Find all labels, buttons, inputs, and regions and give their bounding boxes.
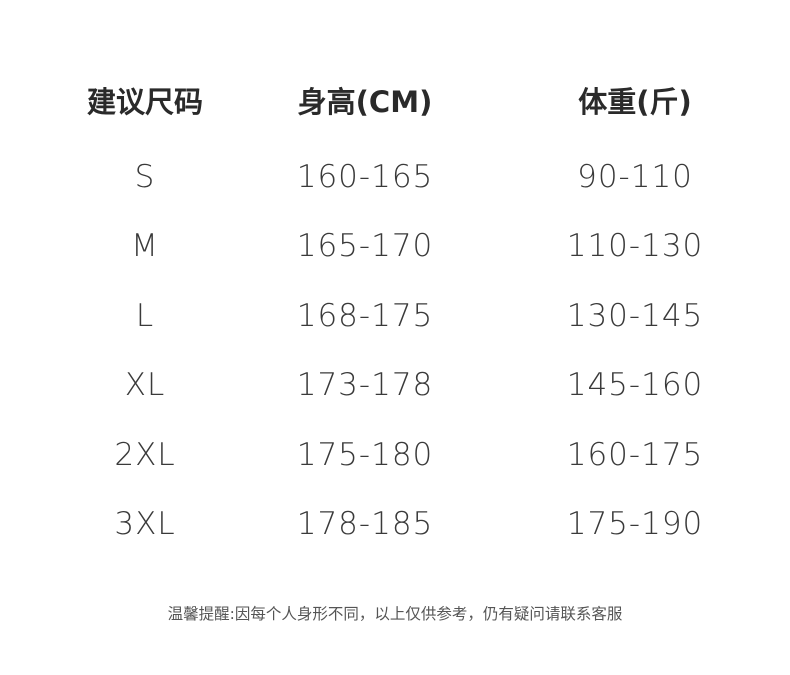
cell-height: 175-180 bbox=[296, 437, 434, 473]
table-row: XL 173-178 145-160 bbox=[0, 360, 790, 410]
cell-size: 2XL bbox=[114, 437, 176, 473]
header-height: 身高(CM) bbox=[297, 85, 433, 119]
cell-size: M bbox=[131, 228, 159, 264]
table-row: 3XL 178-185 175-190 bbox=[0, 499, 790, 549]
cell-weight: 160-175 bbox=[566, 437, 704, 473]
cell-height: 160-165 bbox=[296, 159, 434, 195]
cell-height: 173-178 bbox=[296, 367, 434, 403]
cell-height: 168-175 bbox=[296, 298, 434, 334]
table-row: L 168-175 130-145 bbox=[0, 291, 790, 341]
cell-weight: 175-190 bbox=[566, 506, 704, 542]
cell-size: L bbox=[135, 298, 155, 334]
cell-weight: 130-145 bbox=[566, 298, 704, 334]
footer-note: 温馨提醒:因每个人身形不同，以上仅供参考，仍有疑问请联系客服 bbox=[167, 605, 623, 623]
cell-size: S bbox=[134, 159, 156, 195]
header-weight: 体重(斤) bbox=[578, 85, 692, 119]
cell-height: 178-185 bbox=[296, 506, 434, 542]
header-size: 建议尺码 bbox=[86, 85, 203, 119]
cell-weight: 110-130 bbox=[566, 228, 704, 264]
table-row: S 160-165 90-110 bbox=[0, 152, 790, 202]
cell-size: XL bbox=[124, 367, 166, 403]
table-header: 建议尺码 身高(CM) 体重(斤) bbox=[0, 77, 790, 127]
cell-height: 165-170 bbox=[296, 228, 434, 264]
cell-weight: 90-110 bbox=[577, 159, 693, 195]
cell-size: 3XL bbox=[114, 506, 176, 542]
table-row: 2XL 175-180 160-175 bbox=[0, 430, 790, 480]
cell-weight: 145-160 bbox=[566, 367, 704, 403]
table-row: M 165-170 110-130 bbox=[0, 221, 790, 271]
